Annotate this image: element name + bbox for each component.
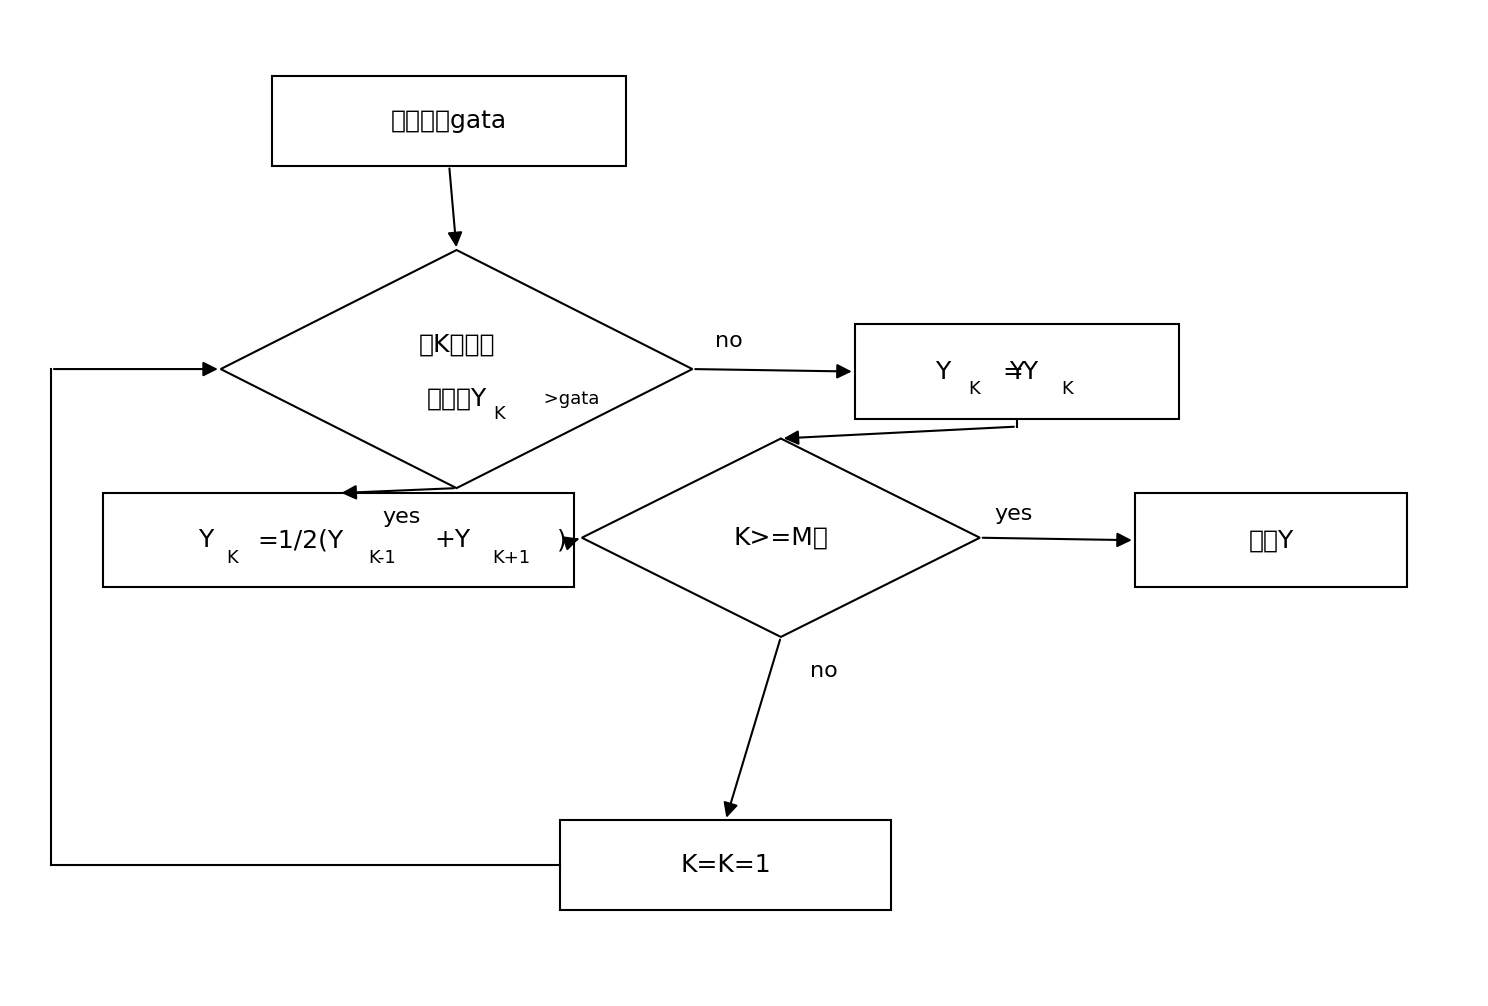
Text: K+1: K+1 <box>493 549 530 567</box>
Text: Y: Y <box>936 359 951 383</box>
Text: yes: yes <box>994 504 1033 524</box>
Text: K: K <box>969 380 979 398</box>
Text: =1/2(Y: =1/2(Y <box>257 528 344 552</box>
Text: =Y: =Y <box>1001 359 1039 383</box>
Text: Y: Y <box>198 528 214 552</box>
FancyBboxPatch shape <box>1135 493 1408 588</box>
Text: K: K <box>494 404 504 423</box>
FancyBboxPatch shape <box>559 821 891 909</box>
Polygon shape <box>582 439 981 637</box>
Text: no: no <box>811 661 838 681</box>
FancyBboxPatch shape <box>272 76 626 166</box>
Text: K=K=1: K=K=1 <box>680 853 771 877</box>
Text: Y: Y <box>1009 359 1024 383</box>
FancyBboxPatch shape <box>854 324 1178 418</box>
Text: +Y: +Y <box>434 528 470 552</box>
Text: 更新Y: 更新Y <box>1248 528 1293 552</box>
Polygon shape <box>220 250 692 488</box>
Text: 接收值Y: 接收值Y <box>427 387 487 410</box>
Text: K: K <box>226 549 238 567</box>
Text: ): ) <box>557 528 567 552</box>
Text: 设置阀值gata: 设置阀值gata <box>391 109 507 133</box>
FancyBboxPatch shape <box>103 493 574 588</box>
Text: K>=M？: K>=M？ <box>734 526 829 549</box>
Text: 第K个导频: 第K个导频 <box>418 332 496 356</box>
Text: K: K <box>1061 380 1073 398</box>
Text: >gata: >gata <box>537 390 600 407</box>
Text: yes: yes <box>382 507 421 527</box>
Text: no: no <box>714 331 743 351</box>
Text: K-1: K-1 <box>368 549 396 567</box>
